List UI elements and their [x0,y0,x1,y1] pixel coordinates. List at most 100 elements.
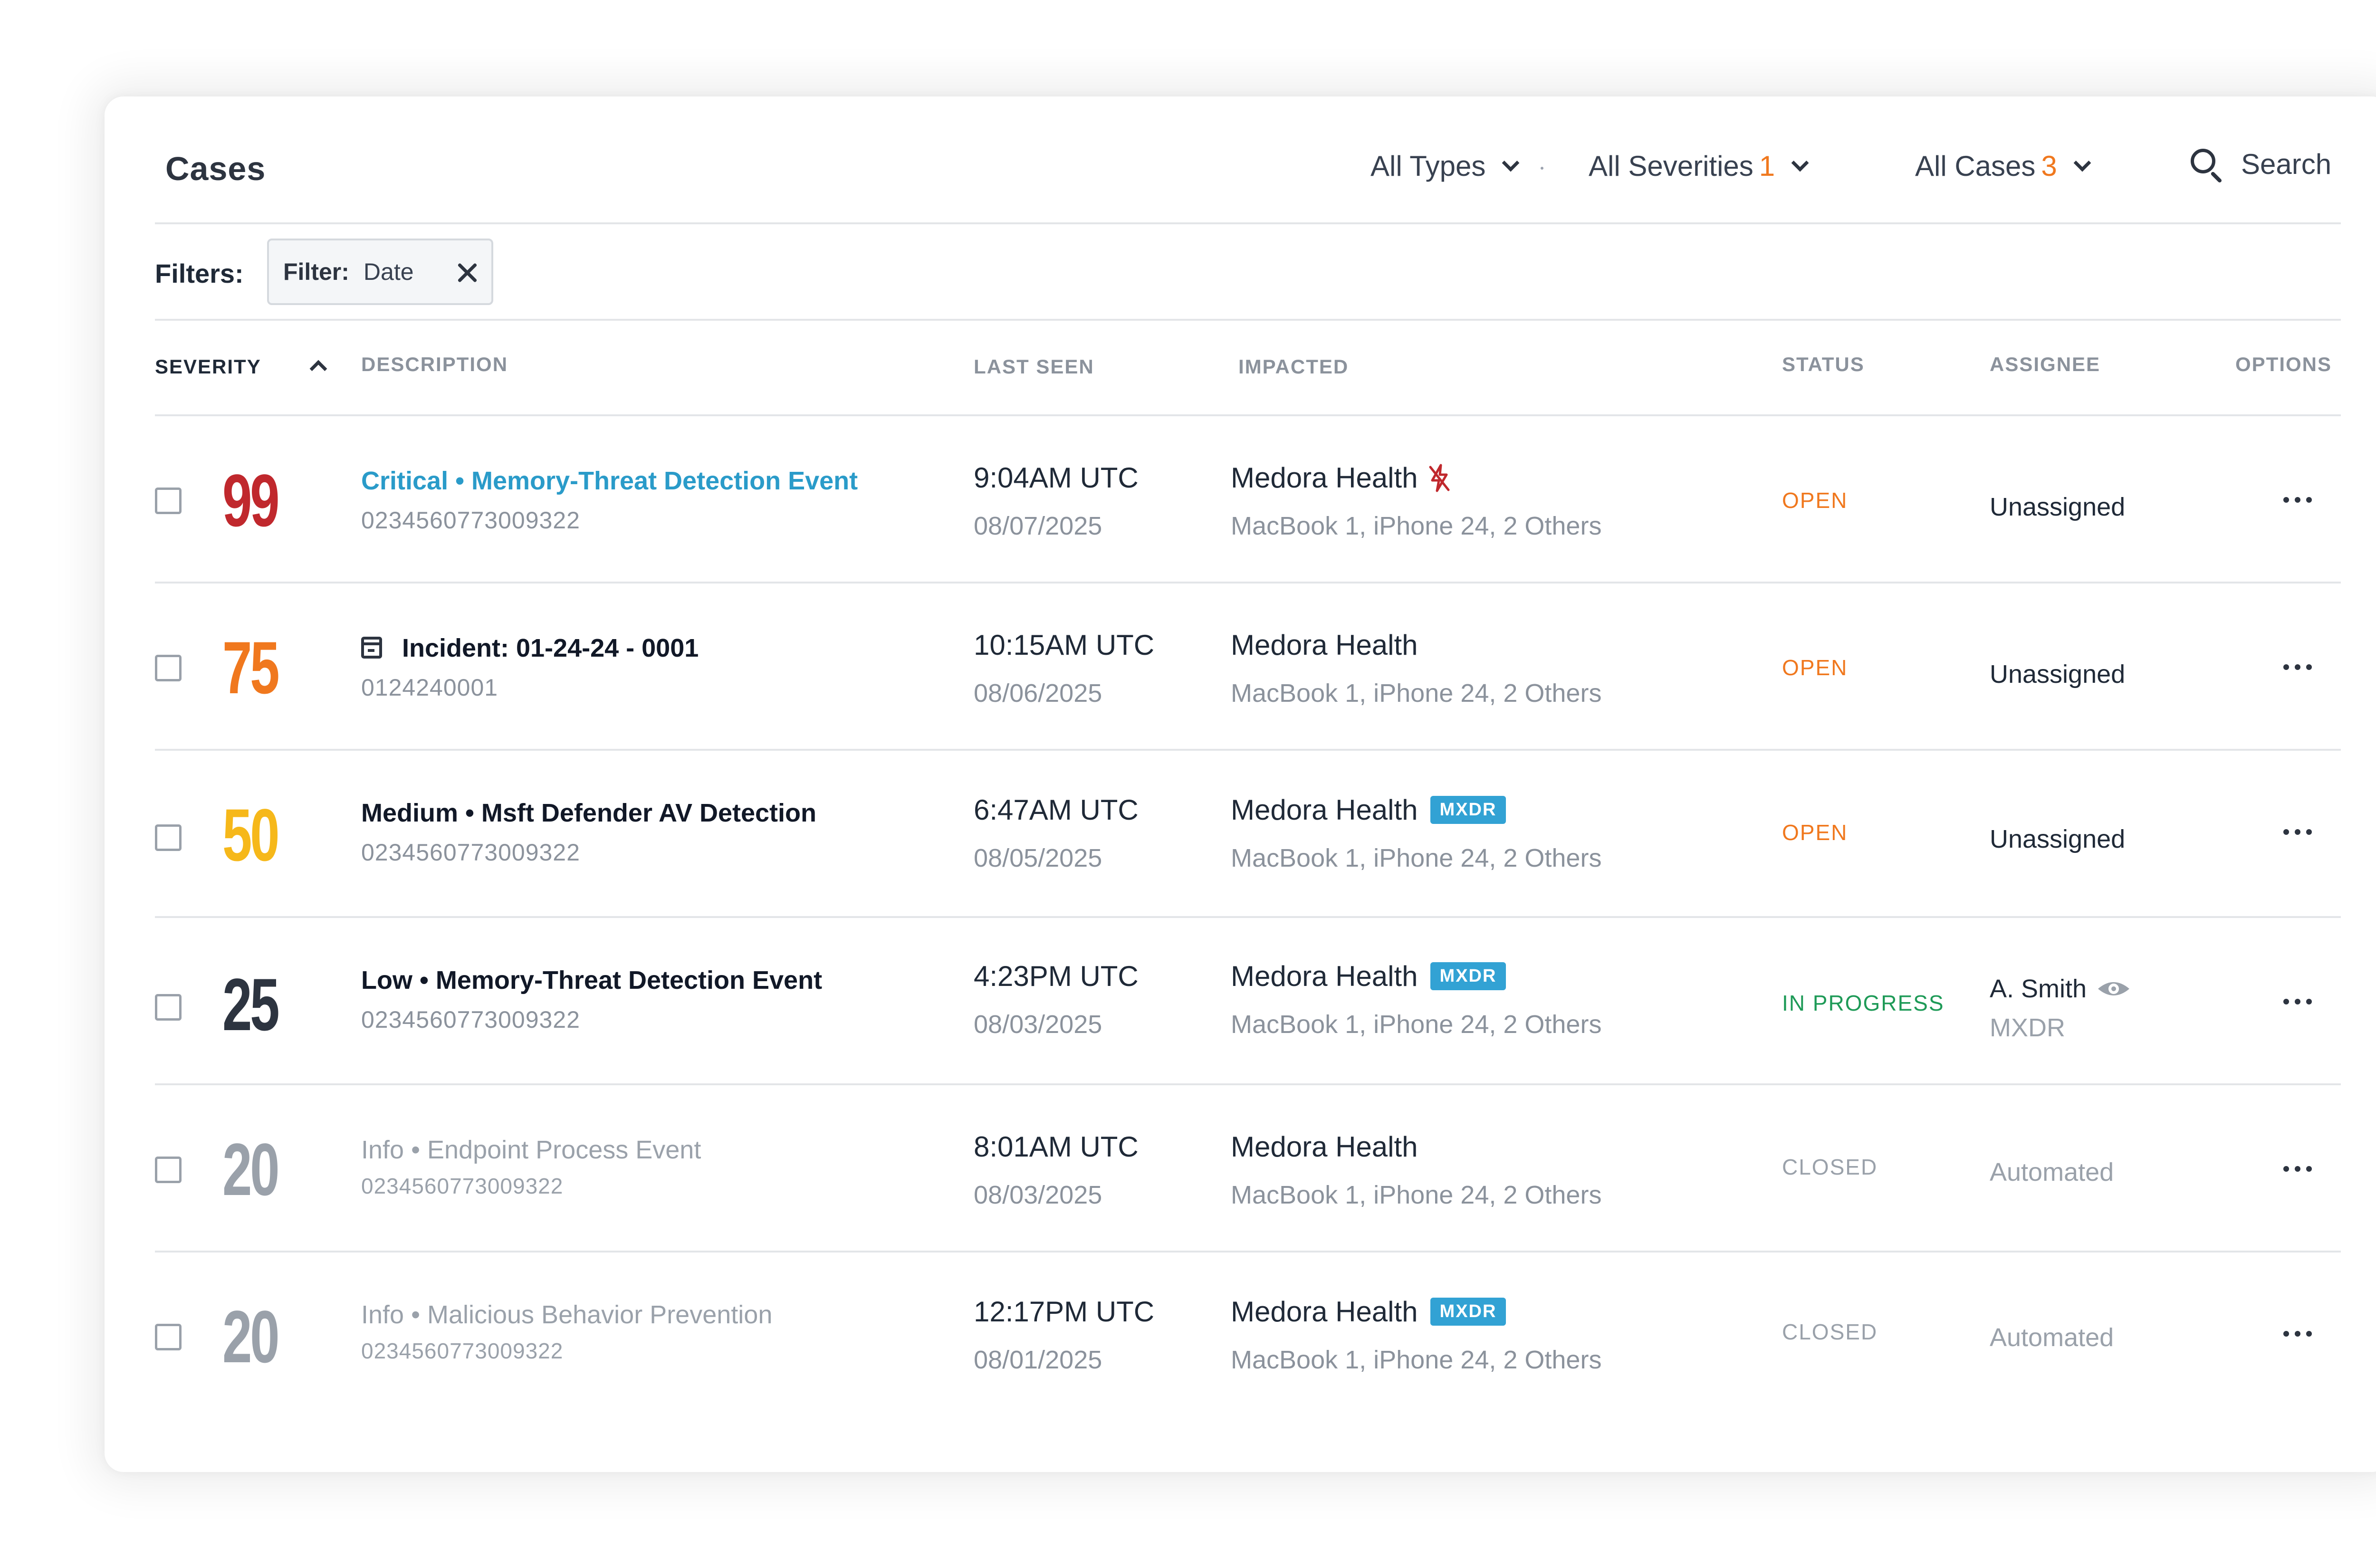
last-seen-time: 8:01AM UTC [974,1131,1139,1163]
severity-score: 50 [222,794,280,877]
column-header-options: OPTIONS [2235,353,2332,375]
table-row[interactable]: 20 Info • Endpoint Process Event 0234560… [105,1085,2376,1252]
case-title[interactable]: Incident: 01-24-24 - 0001 [361,633,699,663]
row-divider [155,582,2341,583]
separator-dot [1541,167,1543,170]
status-badge: IN PROGRESS [1782,991,1945,1015]
row-options-button[interactable] [2283,497,2312,503]
assignee: Automated [1990,1323,2114,1352]
impacted-org: Medora Health [1231,461,1451,494]
table-row[interactable]: 75 Incident: 01-24-24 - 0001 0124240001 … [105,583,2376,751]
filter-chip[interactable]: Filter: Date [267,239,493,305]
more-dots-icon [2283,999,2289,1004]
divider [155,319,2341,321]
row-checkbox[interactable] [155,994,182,1021]
last-seen-time: 9:04AM UTC [974,462,1139,494]
assignee: A. Smith [1990,974,2130,1004]
more-dots-icon [2283,497,2289,503]
impacted-org-name: Medora Health [1231,1131,1418,1163]
impacted-org: Medora Health MXDR [1231,794,1506,826]
row-checkbox[interactable] [155,824,182,851]
filter-chip-key: Filter: [283,258,349,285]
table-row[interactable]: 99 Critical • Memory-Threat Detection Ev… [105,416,2376,583]
status-badge: OPEN [1782,488,1848,513]
table-row[interactable]: 25 Low • Memory-Threat Detection Event 0… [105,918,2376,1085]
row-options-button[interactable] [2283,664,2312,670]
last-seen-date: 08/06/2025 [974,679,1102,708]
row-divider [155,1083,2341,1085]
table-row[interactable]: 20 Info • Malicious Behavior Prevention … [105,1252,2376,1420]
more-dots-icon [2283,1166,2289,1172]
chevron-down-icon [1502,154,1520,172]
last-seen-date: 08/03/2025 [974,1010,1102,1039]
more-dots-icon [2283,1331,2289,1337]
types-dropdown-label: All Types [1370,150,1486,182]
filters-label: Filters: [155,258,244,288]
severities-dropdown[interactable]: All Severities 1 [1589,150,1809,182]
column-header-last-seen: LAST SEEN [974,355,1094,378]
types-dropdown[interactable]: All Types [1370,150,1520,182]
severity-score: 20 [222,1128,280,1211]
case-id: 0124240001 [361,674,498,701]
table-row[interactable]: 50 Medium • Msft Defender AV Detection 0… [105,751,2376,918]
row-checkbox[interactable] [155,488,182,514]
assignee: Unassigned [1990,660,2126,688]
cases-count: 3 [2041,150,2057,182]
column-header-assignee: ASSIGNEE [1990,353,2101,375]
case-title[interactable]: Low • Memory-Threat Detection Event [361,966,823,994]
case-title[interactable]: Medium • Msft Defender AV Detection [361,799,816,827]
row-options-button[interactable] [2283,1166,2312,1172]
sort-ascending-icon[interactable] [309,360,327,378]
divider [155,414,2341,416]
severity-score: 75 [222,627,280,709]
severities-count: 1 [1759,150,1775,182]
row-options-button[interactable] [2283,1331,2312,1337]
impacted-org: Medora Health MXDR [1231,960,1506,993]
column-header-status: STATUS [1782,353,1865,375]
last-seen-date: 08/07/2025 [974,512,1102,540]
impacted-devices: MacBook 1, iPhone 24, 2 Others [1231,844,1602,872]
case-title[interactable]: Info • Malicious Behavior Prevention [361,1300,773,1329]
last-seen-time: 6:47AM UTC [974,794,1139,826]
case-id: 0234560773009322 [361,507,580,534]
case-title-link[interactable]: Critical • Memory-Threat Detection Event [361,467,858,495]
search-icon [2191,148,2223,183]
mxdr-badge: MXDR [1430,962,1506,990]
assignee-team: MXDR [1990,1013,2065,1042]
page-title: Cases [165,150,266,187]
case-id: 0234560773009322 [361,1174,564,1198]
row-divider [155,916,2341,918]
mxdr-badge: MXDR [1430,1298,1506,1326]
column-header-severity[interactable]: SEVERITY [155,355,261,378]
assignee: Automated [1990,1158,2114,1186]
row-checbox[interactable] [155,655,182,681]
close-icon[interactable] [457,262,478,283]
row-divider [155,749,2341,751]
row-checkbox[interactable] [155,1324,182,1350]
eye-icon[interactable] [2097,979,2130,998]
row-options-button[interactable] [2283,829,2312,835]
row-divider [155,1251,2341,1252]
case-id: 0234560773009322 [361,1339,564,1363]
impacted-org: Medora Health MXDR [1231,1295,1506,1328]
status-badge: CLOSED [1782,1155,1878,1179]
severity-score: 99 [222,459,280,542]
row-checkbox[interactable] [155,1157,182,1183]
last-seen-time: 10:15AM UTC [974,629,1155,661]
column-header-impacted: IMPACTED [1238,355,1349,378]
case-id: 0234560773009322 [361,839,580,866]
row-options-button[interactable] [2283,999,2312,1004]
chevron-down-icon [2073,154,2091,172]
divider [155,222,2341,224]
last-seen-date: 08/05/2025 [974,844,1102,872]
last-seen-time: 4:23PM UTC [974,960,1139,992]
last-seen-time: 12:17PM UTC [974,1296,1155,1328]
case-title[interactable]: Info • Endpoint Process Event [361,1136,701,1164]
cases-dropdown[interactable]: All Cases 3 [1915,150,2091,182]
severity-score: 25 [222,964,280,1046]
search-button[interactable]: Search [2191,148,2331,183]
column-header-description: DESCRIPTION [361,353,508,375]
status-badge: OPEN [1782,655,1848,680]
impacted-devices: MacBook 1, iPhone 24, 2 Others [1231,1181,1602,1209]
impacted-org-name: Medora Health [1231,629,1418,661]
